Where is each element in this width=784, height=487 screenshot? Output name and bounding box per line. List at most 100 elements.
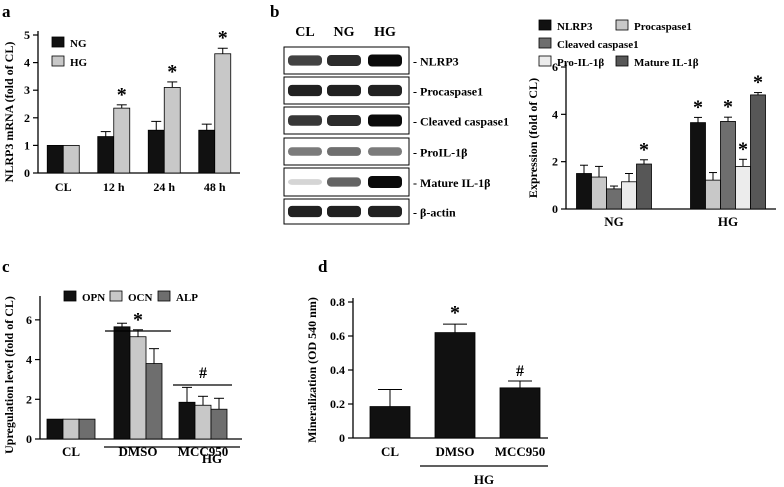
panel-b-bar [621,181,637,210]
blot-band [327,84,361,97]
panel-b-legend-swatch [538,19,552,31]
panel-d-x-label: CL [381,444,399,459]
panel-a-legend-label: NG [70,38,87,50]
panel-d-ylabel: Mineralization (OD 540 nm) [305,297,319,443]
panel-b-legend-label: Pro-IL-1β [557,57,604,69]
blot-lane-label: CL [295,25,314,40]
panel-c-legend-label: OPN [82,292,105,304]
blot-band [368,54,402,67]
panel-d-bar [434,332,476,439]
panel-d-y-tick-label: 0 [339,431,345,445]
panel-c-legend-label: OCN [128,292,153,304]
panel-c-ylabel: Upregulation level (fold of CL) [2,296,16,454]
panel-a-ylabel: NLRP3 mRNA (fold of CL) [2,42,16,183]
panel-b-bar [636,163,652,210]
panel-c-chart: 0 2 4 6 CL DMSO MCC950 * # OPN OCN ALP [26,290,242,459]
panel-c-bar [62,418,80,440]
panel-b-bar [720,121,736,210]
panel-b-significance: * [639,139,649,161]
panel-a-y-tick-label: 2 [24,111,30,125]
panel-b-y-tick-label: 6 [552,60,558,74]
panel-c-legend-label: ALP [176,292,198,304]
panel-b-y-tick-label: 0 [552,202,558,216]
panel-c-group-label: HG [202,451,222,466]
panel-d-x-label: MCC950 [495,444,546,459]
panel-a-x-label: 24 h [153,180,175,194]
panel-c-legend-swatch [63,290,77,302]
blot-row-label: - Mature IL-1β [413,176,490,190]
panel-a-bar [46,144,64,174]
panel-b-legend-swatch [615,55,629,67]
blot-band [288,147,322,156]
panel-b-bar [591,176,607,210]
panel-a-legend-label: HG [70,57,88,69]
panel-a-bar [163,87,181,174]
panel-letter-c: c [2,257,10,276]
panel-a-significance: * [117,84,127,106]
panel-d-significance: # [516,363,524,380]
blot-lane-label: HG [374,25,396,40]
panel-c-x-label: DMSO [119,444,158,459]
panel-a-significance: * [218,27,228,49]
panel-a-bar [214,53,232,174]
panel-a-y-tick-label: 1 [24,138,30,152]
panel-c-y-tick-label: 4 [26,353,32,367]
panel-b-legend-swatch [538,55,552,67]
panel-a-bar [198,129,216,174]
blot-band [327,205,361,218]
panel-a-legend-swatch [51,55,65,67]
blot-row-label: - β-actin [413,206,456,220]
panel-c-y-tick-label: 6 [26,313,32,327]
panel-b-legend-label: Cleaved caspase1 [557,39,639,51]
panel-d-bar [499,387,541,439]
panel-c-bar [194,404,212,440]
western-blot: CL NG HG - NLRP3 - Procaspase1 - Cleaved casp… [283,25,509,225]
panel-d-bar [369,406,411,439]
blot-band [368,84,402,97]
panel-b-x-label: HG [718,214,738,229]
panel-c-y-tick-label: 0 [26,432,32,446]
panel-d-group-label: HG [474,472,494,487]
panel-b-y-tick-label: 4 [552,107,558,121]
panel-letter-a: a [2,2,11,21]
blot-band [327,177,361,187]
panel-b-bar [750,94,766,210]
panel-b-bar [705,179,721,210]
panel-c-x-label: CL [62,444,80,459]
panel-c-bar [210,408,228,440]
panel-c-bar [178,401,196,440]
panel-b-significance: * [738,138,748,160]
panel-a-y-tick-label: 3 [24,83,30,97]
panel-letter-d: d [318,257,328,276]
panel-d-y-tick-label: 0.2 [330,397,345,411]
panel-b-bar [576,173,592,210]
blot-band [368,205,402,218]
panel-c-x-label: MCC950 [178,444,229,459]
blot-band [368,114,402,127]
panel-d-chart: 0 0.2 0.4 0.6 0.8 CL DMSO MCC950 * # [330,295,548,467]
panel-b-bar [606,188,622,210]
panel-d-y-tick-label: 0.6 [330,329,345,343]
panel-b-legend-swatch [538,37,552,49]
panel-c-significance: # [199,365,207,382]
panel-d-y-tick-label: 0.8 [330,295,345,309]
panel-c-y-tick-label: 2 [26,392,32,406]
panel-a-x-label: 48 h [204,180,226,194]
panel-d-x-label: DMSO [436,444,475,459]
panel-b-significance: * [723,96,733,118]
panel-a-significance: * [167,61,177,83]
panel-d-y-tick-label: 0.4 [330,363,345,377]
blot-row-label: - ProIL-1β [413,146,467,160]
panel-b-legend-label: Mature IL-1β [634,57,699,69]
panel-c-legend-swatch [109,290,123,302]
panel-a-legend-swatch [51,36,65,48]
blot-row-label: - NLRP3 [413,55,459,69]
blot-band [288,205,322,218]
panel-c-bar [145,363,163,440]
blot-band [368,176,402,188]
blot-band [288,55,322,66]
panel-b-legend-label: NLRP3 [557,21,593,33]
panel-b-x-label: NG [604,214,624,229]
panel-a-bar [62,144,80,174]
